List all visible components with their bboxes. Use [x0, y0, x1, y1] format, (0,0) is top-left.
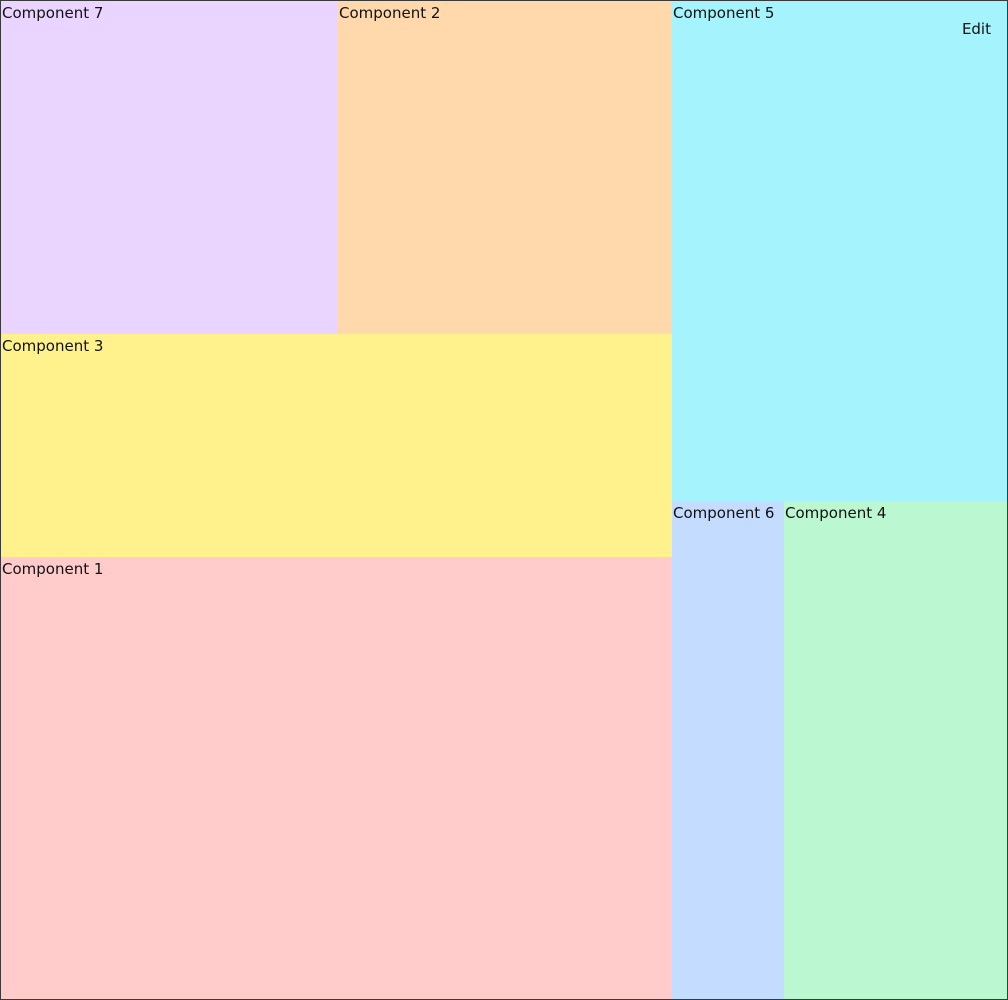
component-3-label: Component 3 [2, 337, 104, 355]
component-3-panel[interactable]: Component 3 [1, 334, 672, 557]
component-7-panel[interactable]: Component 7 [1, 1, 338, 334]
component-5-label: Component 5 [673, 4, 775, 22]
component-1-label: Component 1 [2, 560, 104, 578]
component-1-panel[interactable]: Component 1 [1, 557, 672, 999]
component-2-label: Component 2 [339, 4, 441, 22]
component-5-panel[interactable]: Component 5 [672, 1, 1007, 501]
component-7-label: Component 7 [2, 4, 104, 22]
edit-button[interactable]: Edit [961, 20, 991, 38]
component-6-label: Component 6 [673, 504, 775, 522]
component-6-panel[interactable]: Component 6 [672, 501, 784, 999]
component-4-panel[interactable]: Component 4 [784, 501, 1007, 999]
component-2-panel[interactable]: Component 2 [338, 1, 672, 334]
component-4-label: Component 4 [785, 504, 887, 522]
